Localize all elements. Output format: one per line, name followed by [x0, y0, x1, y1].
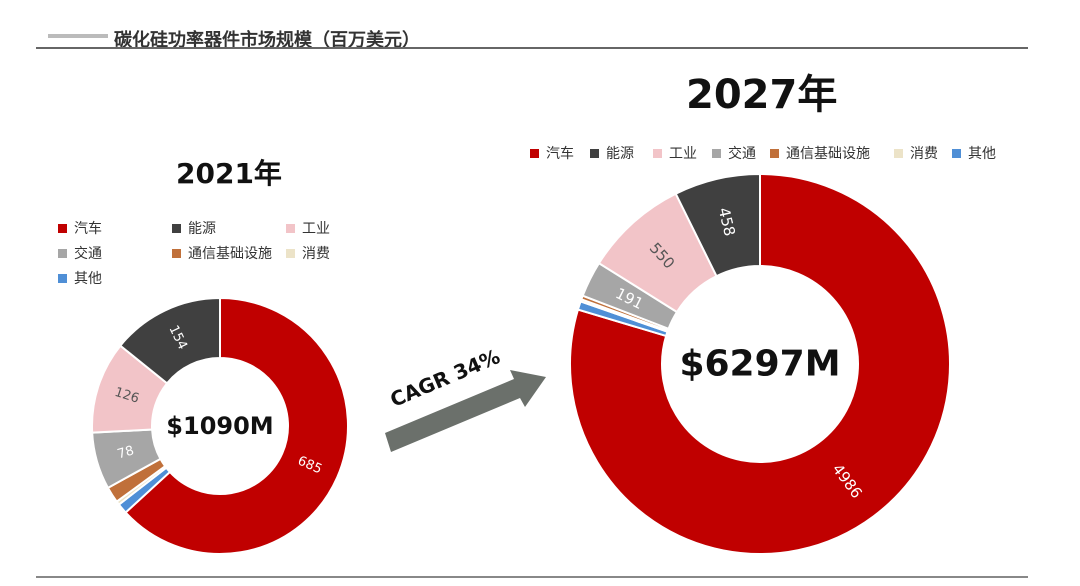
- center-total-2021年: $1090M: [166, 412, 273, 440]
- legend-item: 交通: [712, 143, 756, 163]
- legend-item: 工业: [286, 218, 330, 238]
- legend-label: 消费: [910, 146, 938, 162]
- legend-swatch: [58, 248, 67, 258]
- cagr-arrow-icon: [385, 370, 546, 452]
- legend-label: 汽车: [546, 146, 574, 162]
- legend-item: 消费: [894, 143, 938, 163]
- legend-swatch: [58, 273, 67, 283]
- title-bar: 碳化硅功率器件市场规模（百万美元）: [36, 22, 1026, 52]
- legend-swatch: [172, 223, 181, 233]
- center-total-2027年: $6297M: [679, 344, 840, 385]
- legend-swatch: [590, 148, 599, 158]
- legend-swatch: [653, 148, 662, 158]
- top-divider: [36, 47, 1028, 49]
- legend-item: 通信基础设施: [770, 143, 870, 163]
- legend-label: 交通: [728, 146, 756, 162]
- chart-2021-title: 2021年: [176, 157, 282, 190]
- legend-label: 交通: [74, 246, 102, 262]
- legend-item: 汽车: [58, 218, 102, 238]
- legend-swatch: [58, 223, 67, 233]
- legend-label: 消费: [302, 246, 330, 262]
- legend-item: 消费: [286, 243, 330, 263]
- legend-label: 其他: [74, 271, 102, 287]
- legend-item: 通信基础设施: [172, 243, 272, 263]
- legend-swatch: [712, 148, 721, 158]
- legend-swatch: [770, 148, 779, 158]
- legend-item: 其他: [952, 143, 996, 163]
- legend-label: 其他: [968, 146, 996, 162]
- bottom-divider: [36, 576, 1028, 578]
- legend-label: 能源: [188, 221, 216, 237]
- legend-item: 工业: [653, 143, 697, 163]
- legend-item: 能源: [172, 218, 216, 238]
- legend-swatch: [894, 148, 903, 158]
- legend-item: 能源: [590, 143, 634, 163]
- slice-2021年-能源: [118, 296, 221, 385]
- legend-item: 交通: [58, 243, 102, 263]
- data-label-2021年-交通: 78: [116, 443, 136, 462]
- slice-2021年-汽车: [124, 296, 349, 555]
- legend-label: 能源: [606, 146, 634, 162]
- title-marker: [48, 34, 108, 38]
- legend-label: 通信基础设施: [786, 146, 870, 162]
- slice-2027年-能源: [674, 172, 761, 278]
- data-label-2021年-工业: 126: [113, 385, 141, 407]
- slice-2027年-汽车: [569, 172, 951, 555]
- legend-label: 通信基础设施: [188, 246, 272, 262]
- legend-swatch: [172, 248, 181, 258]
- chart-2027-title: 2027年: [686, 72, 838, 118]
- legend-item: 其他: [58, 268, 102, 288]
- legend-swatch: [530, 148, 539, 158]
- legend-item: 汽车: [530, 143, 574, 163]
- legend-label: 工业: [302, 221, 330, 237]
- legend-swatch: [952, 148, 961, 158]
- legend-label: 汽车: [74, 221, 102, 237]
- legend-label: 工业: [669, 146, 697, 162]
- legend-swatch: [286, 223, 295, 233]
- chart-title: 碳化硅功率器件市场规模（百万美元）: [114, 30, 420, 51]
- legend-swatch: [286, 248, 295, 258]
